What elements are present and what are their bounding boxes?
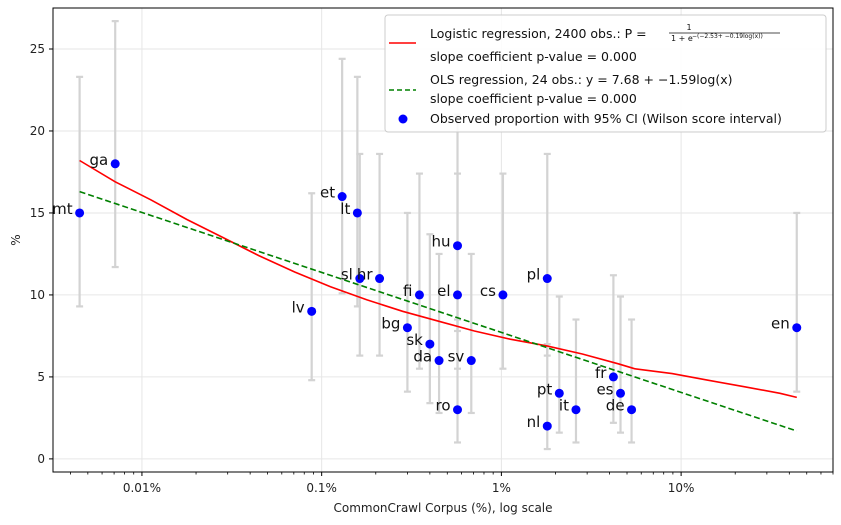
data-point-hr: [375, 274, 385, 284]
plot-frame: [52, 7, 834, 473]
legend-logistic-formula-exponent: −(−2.53+ −0.19log(x)): [692, 33, 763, 40]
data-point-pl: [542, 274, 552, 284]
legend-box: [384, 14, 827, 133]
point-label-mt: mt: [52, 200, 73, 218]
x-tick-label: 1%: [492, 481, 511, 495]
data-point-et: [337, 192, 347, 202]
data-point-ro: [453, 405, 463, 415]
point-label-et: et: [320, 184, 335, 202]
point-label-hu: hu: [431, 233, 450, 251]
ols-regression-line: [79, 190, 798, 432]
point-label-bg: bg: [381, 315, 400, 333]
point-label-sk: sk: [406, 331, 423, 349]
data-point-da: [434, 356, 444, 366]
y-tick-label: 25: [30, 42, 45, 56]
x-tick-label: 0.1%: [306, 481, 337, 495]
data-point-el: [453, 290, 463, 300]
point-label-lv: lv: [292, 298, 305, 316]
data-point-ga: [110, 159, 120, 169]
data-point-fi: [414, 290, 424, 300]
x-tick-label: 0.01%: [123, 481, 161, 495]
data-point-sv: [466, 356, 476, 366]
point-label-fi: fi: [403, 282, 412, 300]
legend-logistic-formula-denominator: 1 + e: [671, 34, 693, 43]
legend-logistic-subtext: slope coefficient p-value = 0.000: [430, 49, 637, 64]
y-tick-label: 15: [30, 206, 45, 220]
data-points: [75, 159, 802, 431]
x-tick-label: 10%: [668, 481, 695, 495]
data-point-lv: [307, 306, 317, 316]
point-label-da: da: [413, 348, 432, 366]
point-label-it: it: [559, 397, 569, 415]
point-label-ro: ro: [435, 397, 450, 415]
legend-observed-text: Observed proportion with 95% CI (Wilson …: [430, 111, 782, 126]
data-point-nl: [542, 421, 552, 431]
point-label-fr: fr: [595, 364, 607, 382]
data-point-en: [792, 323, 802, 333]
data-point-hu: [453, 241, 463, 251]
point-label-hr: hr: [357, 266, 374, 284]
point-label-ga: ga: [89, 151, 108, 169]
point-label-pl: pl: [527, 266, 541, 284]
y-tick-label: 10: [30, 288, 45, 302]
data-point-fr: [608, 372, 618, 382]
point-label-nl: nl: [527, 413, 541, 431]
legend-logistic-text: Logistic regression, 2400 obs.: P =: [430, 26, 647, 41]
point-label-lt: lt: [340, 200, 350, 218]
legend: Logistic regression, 2400 obs.: P = 1 1 …: [384, 14, 827, 133]
point-label-de: de: [606, 397, 625, 415]
data-point-sk: [425, 339, 435, 349]
data-point-lt: [352, 208, 362, 218]
data-point-pt: [554, 388, 564, 398]
data-point-cs: [498, 290, 508, 300]
data-point-sl: [355, 274, 365, 284]
regression-lines: [79, 159, 798, 432]
data-point-de: [627, 405, 637, 415]
axis-ticks: 0 5 10 15 20 25 0.01% 0.1% 1% 10%: [30, 42, 834, 495]
y-tick-label: 0: [37, 452, 45, 466]
legend-logistic-formula-numerator: 1: [686, 23, 691, 32]
x-axis-label: CommonCrawl Corpus (%), log scale: [333, 501, 552, 515]
point-label-el: el: [437, 282, 450, 300]
data-point-it: [571, 405, 581, 415]
legend-observed-marker: [398, 114, 408, 124]
legend-ols-text: OLS regression, 24 obs.: y = 7.68 + −1.5…: [430, 72, 732, 87]
point-label-sv: sv: [448, 348, 465, 366]
y-tick-label: 5: [37, 370, 45, 384]
data-point-mt: [75, 208, 85, 218]
point-label-pt: pt: [537, 380, 553, 398]
data-point-es: [616, 388, 626, 398]
point-label-en: en: [771, 315, 790, 333]
y-axis-label: %: [9, 234, 23, 245]
logistic-regression-curve: [79, 159, 797, 399]
legend-ols-subtext: slope coefficient p-value = 0.000: [430, 91, 637, 106]
data-point-bg: [402, 323, 412, 333]
point-label-sl: sl: [341, 266, 353, 284]
point-label-cs: cs: [480, 282, 496, 300]
y-tick-label: 20: [30, 124, 45, 138]
point-label-es: es: [596, 380, 613, 398]
